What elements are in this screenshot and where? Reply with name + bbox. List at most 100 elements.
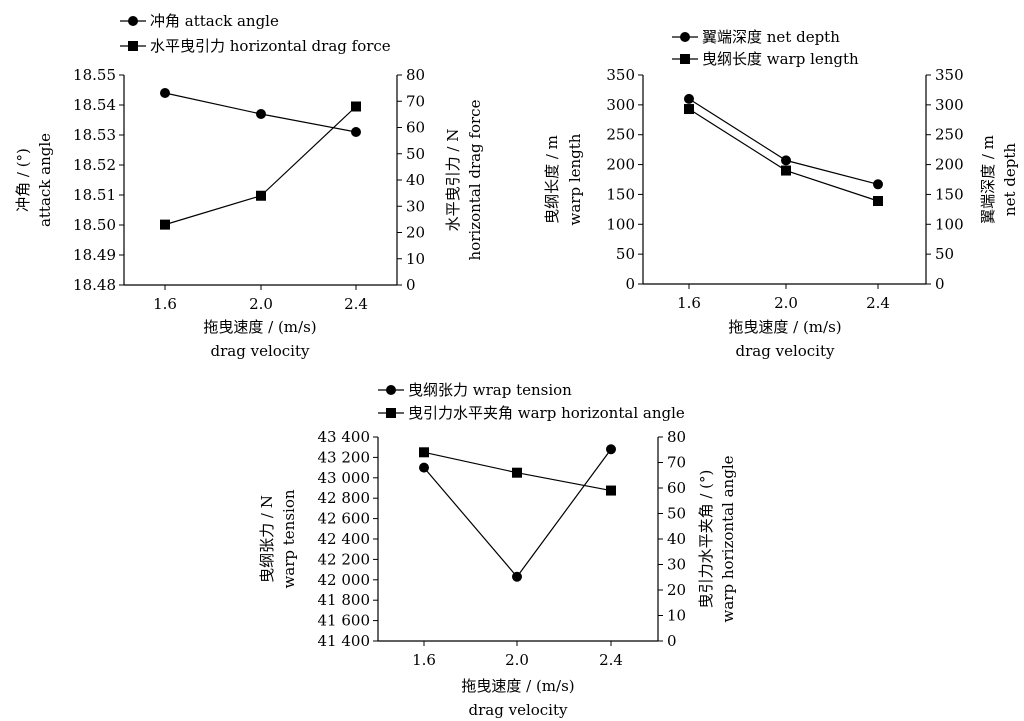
data-point-circle <box>873 179 883 190</box>
x-tick-label: 2.0 <box>505 651 529 669</box>
right-tick-label: 50 <box>406 145 425 163</box>
x-tick-label: 2.0 <box>249 295 273 313</box>
legend-marker <box>386 408 396 418</box>
legend-label: 曳纲张力 wrap tension <box>408 381 572 399</box>
left-tick-label: 300 <box>606 96 635 114</box>
left-tick-label: 42 200 <box>318 550 371 568</box>
legend-marker <box>128 16 138 26</box>
right-tick-label: 80 <box>667 428 686 446</box>
left-tick-label: 18.48 <box>73 276 116 294</box>
left-y-axis-label: 冲角 / (°) <box>14 148 32 212</box>
legend-marker <box>386 385 396 395</box>
right-tick-label: 10 <box>667 607 686 625</box>
right-tick-label: 0 <box>935 275 945 293</box>
left-tick-label: 42 800 <box>318 489 371 507</box>
right-y-axis-label: net depth <box>1001 143 1019 216</box>
data-point-square <box>351 101 361 112</box>
left-tick-label: 350 <box>606 66 635 84</box>
left-tick-label: 41 400 <box>318 632 371 650</box>
legend-marker <box>680 54 690 64</box>
legend-marker <box>680 32 690 42</box>
right-tick-label: 20 <box>667 581 686 599</box>
left-tick-label: 200 <box>606 156 635 174</box>
x-tick-label: 1.6 <box>153 295 177 313</box>
legend-label: 冲角 attack angle <box>150 12 279 30</box>
right-tick-label: 70 <box>406 92 425 110</box>
right-tick-label: 150 <box>935 185 964 203</box>
right-y-axis-label: 水平曳引力 / N <box>444 129 462 232</box>
data-point-square <box>873 195 883 206</box>
data-point-square <box>419 447 429 458</box>
right-tick-label: 300 <box>935 96 964 114</box>
right-tick-label: 50 <box>667 505 686 523</box>
left-tick-label: 250 <box>606 126 635 144</box>
x-tick-label: 2.4 <box>866 294 890 312</box>
right-tick-label: 350 <box>935 66 964 84</box>
left-tick-label: 42 400 <box>318 530 371 548</box>
data-point-square <box>606 485 616 496</box>
left-y-axis-label: 曳纲长度 / m <box>543 135 561 224</box>
data-point-square <box>781 165 791 176</box>
left-tick-label: 150 <box>606 185 635 203</box>
x-axis-label: 拖曳速度 / (m/s) <box>461 677 574 695</box>
left-tick-label: 100 <box>606 215 635 233</box>
x-tick-label: 1.6 <box>677 294 701 312</box>
left-tick-label: 42 000 <box>318 571 371 589</box>
left-tick-label: 18.52 <box>73 156 116 174</box>
right-y-axis-label: 曳引力水平夹角 / (°) <box>697 470 715 609</box>
data-point-circle <box>160 88 170 98</box>
right-tick-label: 40 <box>406 171 425 189</box>
right-tick-label: 70 <box>667 454 686 472</box>
left-tick-label: 18.50 <box>73 216 116 234</box>
right-tick-label: 30 <box>406 197 425 215</box>
data-point-circle <box>512 571 522 582</box>
left-y-axis-label: attack angle <box>36 133 54 227</box>
x-axis-label: drag velocity <box>469 701 568 719</box>
left-y-axis-label: warp tension <box>280 489 298 588</box>
legend-label: 曳引力水平夹角 warp horizontal angle <box>408 404 685 422</box>
left-tick-label: 43 400 <box>318 428 371 446</box>
right-y-axis-label: 翼端深度 / m <box>979 135 997 224</box>
right-tick-label: 200 <box>935 156 964 174</box>
right-y-axis-label: horizontal drag force <box>466 99 484 260</box>
data-point-circle <box>781 155 791 166</box>
right-tick-label: 50 <box>935 245 954 263</box>
series-line <box>688 108 879 202</box>
x-tick-label: 2.4 <box>599 651 623 669</box>
left-y-axis-label: warp length <box>566 133 584 225</box>
right-tick-label: 80 <box>406 66 425 84</box>
legend-label: 翼端深度 net depth <box>702 28 840 46</box>
right-tick-label: 0 <box>406 276 416 294</box>
chart-attack-angle-drag-force: 18.48 18.49 18.50 18.51 18.52 18.53 18.54 18.55… <box>14 12 484 360</box>
right-tick-label: 40 <box>667 530 686 548</box>
data-point-circle <box>256 109 266 119</box>
right-tick-label: 0 <box>667 632 677 650</box>
left-tick-label: 41 600 <box>318 612 371 630</box>
left-tick-label: 41 800 <box>318 591 371 609</box>
chart-net-depth-warp-length: 0 50 100 150 200 250 300 350 0 50 100 150 200 250 300 3… <box>543 28 1019 360</box>
legend-marker <box>128 41 138 51</box>
data-point-circle <box>684 93 694 104</box>
left-tick-label: 18.51 <box>73 186 116 204</box>
left-tick-label: 18.54 <box>73 96 116 114</box>
data-point-circle <box>606 444 616 455</box>
right-tick-label: 100 <box>935 215 964 233</box>
left-y-axis-label: 曳纲张力 / N <box>258 495 276 583</box>
chart-warp-tension-angle: 41 400 41 600 41 800 42 000 42 200 42 400 42 6… <box>258 381 737 719</box>
right-tick-label: 20 <box>406 224 425 242</box>
data-point-square <box>512 467 522 478</box>
data-point-square <box>160 219 170 230</box>
right-tick-label: 250 <box>935 126 964 144</box>
x-axis-label: 拖曳速度 / (m/s) <box>203 318 316 336</box>
data-point-square <box>256 190 266 201</box>
data-point-square <box>684 104 694 115</box>
data-point-circle <box>351 127 361 137</box>
legend-label: 水平曳引力 horizontal drag force <box>150 37 391 55</box>
x-tick-label: 1.6 <box>412 651 436 669</box>
x-tick-label: 2.0 <box>774 294 798 312</box>
left-tick-label: 43 200 <box>318 448 371 466</box>
left-tick-label: 42 600 <box>318 510 371 528</box>
right-y-axis-label: warp horizontal angle <box>719 455 737 622</box>
legend-label: 曳纲长度 warp length <box>702 50 859 68</box>
x-axis-label: drag velocity <box>211 342 310 360</box>
